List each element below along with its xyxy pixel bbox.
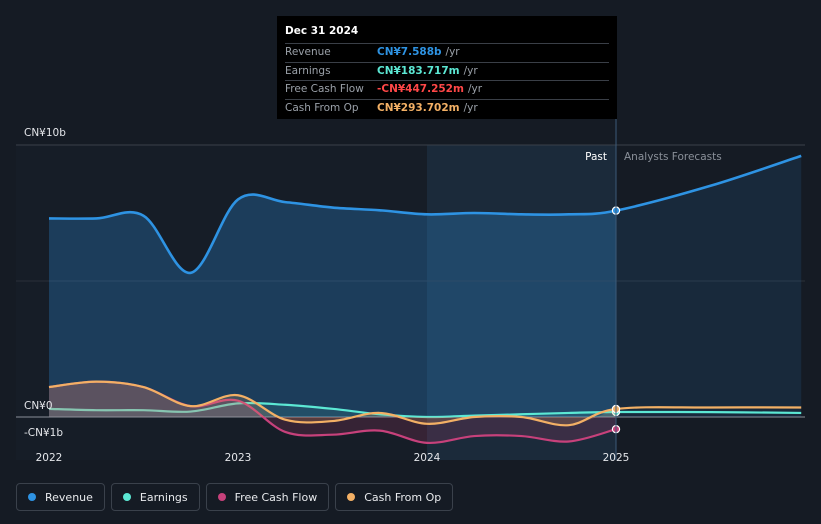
data-tooltip: Dec 31 2024 Revenue CN¥7.588b /yr Earnin…: [277, 16, 617, 119]
legend-item-earnings[interactable]: Earnings: [110, 483, 200, 511]
y-tick-label: CN¥10b: [24, 127, 66, 139]
series-forecast-area-0: [616, 155, 802, 417]
tooltip-value: -CN¥447.252m: [377, 83, 464, 95]
series-area-1: [49, 403, 616, 418]
plot-background: [16, 145, 427, 460]
series-area-2: [49, 381, 616, 443]
y-tick-label: -CN¥1b: [24, 427, 63, 439]
tooltip-label: Earnings: [285, 64, 331, 77]
tooltip-unit: /yr: [463, 101, 478, 114]
tooltip-value: CN¥293.702m: [377, 101, 460, 114]
x-tick-label: 2022: [36, 452, 63, 464]
tooltip-date: Dec 31 2024: [285, 25, 359, 37]
legend-label: Cash From Op: [364, 490, 442, 504]
x-tick-label: 2023: [225, 452, 252, 464]
tooltip-row-revenue: Revenue CN¥7.588b /yr: [285, 43, 609, 62]
legend-dot-icon: [122, 493, 131, 501]
chart-legend: Revenue Earnings Free Cash Flow Cash Fro…: [16, 483, 454, 511]
tooltip-value: CN¥7.588b: [377, 46, 442, 58]
tooltip-unit: /yr: [467, 83, 483, 95]
forecast-label: Analysts Forecasts: [624, 151, 722, 163]
y-tick-label: CN¥0: [24, 400, 53, 412]
x-tick-label: 2025: [603, 452, 630, 464]
tooltip-label: Cash From Op: [285, 101, 359, 114]
legend-item-cash-from-op[interactable]: Cash From Op: [335, 483, 454, 511]
tooltip-label: Free Cash Flow: [285, 83, 364, 95]
past-highlight-region: [427, 145, 616, 460]
legend-dot-icon: [217, 493, 226, 501]
legend-label: Earnings: [139, 490, 188, 504]
tooltip-row-earnings: Earnings CN¥183.717m /yr: [285, 61, 609, 81]
tooltip-value: CN¥183.717m: [377, 64, 460, 77]
x-tick-label: 2024: [414, 452, 441, 464]
past-label: Past: [585, 151, 607, 163]
legend-label: Revenue: [45, 490, 93, 504]
legend-dot-icon: [28, 493, 36, 501]
tooltip-unit: /yr: [463, 64, 478, 77]
tooltip-row-free-cash-flow: Free Cash Flow -CN¥447.252m /yr: [285, 80, 609, 99]
tooltip-label: Revenue: [285, 46, 331, 58]
tooltip-unit: /yr: [445, 46, 460, 58]
series-area-3: [49, 381, 616, 426]
legend-item-revenue[interactable]: Revenue: [16, 483, 105, 511]
legend-label: Free Cash Flow: [234, 490, 318, 504]
legend-item-free-cash-flow[interactable]: Free Cash Flow: [205, 483, 330, 511]
legend-dot-icon: [347, 493, 356, 501]
series-area-0: [49, 194, 616, 417]
tooltip-row-cash-from-op: Cash From Op CN¥293.702m /yr: [285, 98, 609, 118]
